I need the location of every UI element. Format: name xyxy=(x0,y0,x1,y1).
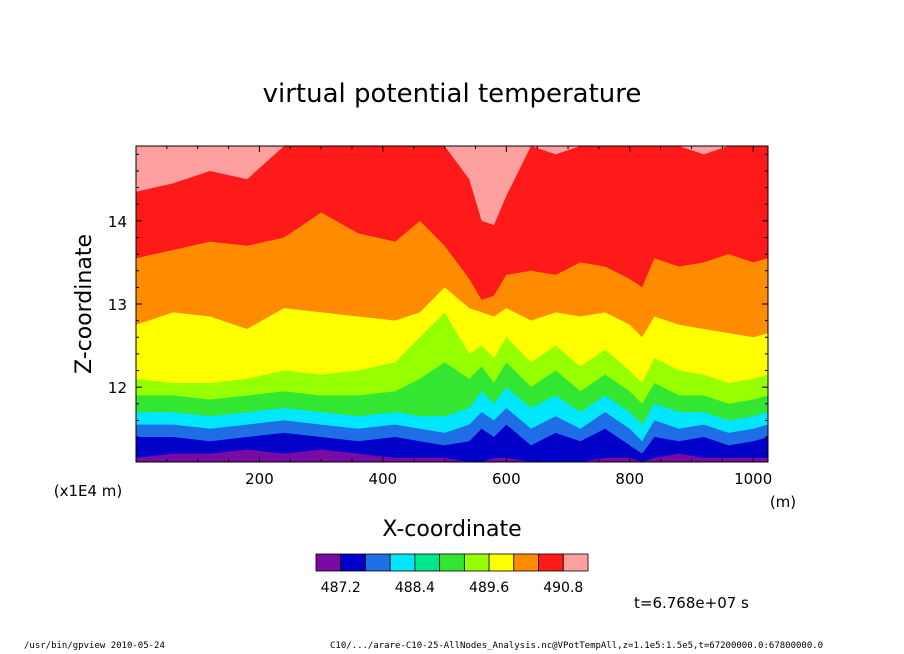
colorbar-tick-label: 490.8 xyxy=(543,580,583,596)
y-axis: 12 13 14 xyxy=(108,153,768,455)
colorbar-tick-labels: 487.2 488.4 489.6 490.8 xyxy=(321,580,584,596)
time-label: t=6.768e+07 s xyxy=(634,594,749,612)
colorbar-swatch xyxy=(513,553,539,572)
x-axis: 200 400 600 800 1000 xyxy=(166,146,772,488)
x-tick-label: 1000 xyxy=(734,470,772,488)
footer-program: /usr/bin/gpview 2010-05-24 xyxy=(24,641,165,651)
colorbar-swatch xyxy=(562,553,589,572)
footer-source: C10/.../arare-C10-25-AllNodes_Analysis.n… xyxy=(330,641,824,651)
contour-bands xyxy=(136,146,768,462)
colorbar-swatch xyxy=(315,553,342,572)
x-tick-label: 200 xyxy=(245,470,274,488)
colorbar-swatch xyxy=(389,553,416,572)
y-tick-label: 13 xyxy=(108,296,127,314)
colorbar-tick-label: 489.6 xyxy=(469,580,509,596)
colorbar xyxy=(315,553,589,572)
colorbar-swatch xyxy=(340,553,366,572)
chart-title: virtual potential temperature xyxy=(263,79,642,109)
x-tick-label: 800 xyxy=(615,470,644,488)
colorbar-swatch xyxy=(414,553,441,572)
colorbar-swatch xyxy=(439,553,465,572)
x-units-label: (m) xyxy=(770,493,796,511)
colorbar-swatch xyxy=(538,553,564,572)
colorbar-swatch xyxy=(365,553,391,572)
y-tick-label: 12 xyxy=(108,379,127,397)
band-487.2 xyxy=(136,449,768,462)
colorbar-tick-label: 488.4 xyxy=(395,580,435,596)
x-tick-label: 400 xyxy=(369,470,398,488)
colorbar-swatch xyxy=(488,553,515,572)
y-axis-label: Z-coordinate xyxy=(72,234,97,374)
colorbar-swatch xyxy=(463,553,490,572)
colorbar-tick-label: 487.2 xyxy=(321,580,361,596)
x-axis-label: X-coordinate xyxy=(382,517,521,542)
y-units-label: (x1E4 m) xyxy=(54,482,123,500)
y-tick-label: 14 xyxy=(108,213,127,231)
x-tick-label: 600 xyxy=(492,470,521,488)
